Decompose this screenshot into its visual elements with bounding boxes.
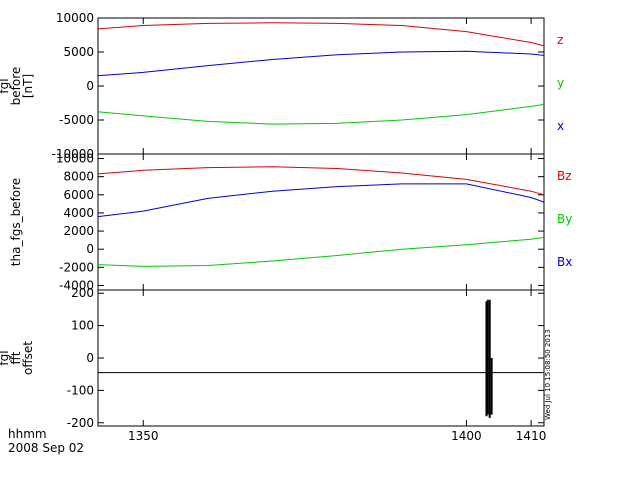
y-tick-label: -4000	[59, 278, 94, 292]
y-tick-label: -5000	[59, 113, 94, 127]
y-axis-label: tha_fgs_before	[9, 178, 23, 266]
y-tick-label: 2000	[63, 224, 94, 238]
panel-fgs-before: 10000 8000 6000 4000 2000 0 -2000 -4000 tha_fgs_…	[9, 152, 572, 293]
y-axis-label: fgl	[0, 350, 11, 365]
y-tick-label: 200	[71, 286, 94, 300]
legend-y: y	[557, 76, 564, 90]
series-line-By	[97, 236, 545, 267]
y-tick-label: 0	[86, 242, 94, 256]
y-axis-label: fgl	[0, 78, 11, 93]
legend-Bz: Bz	[557, 169, 572, 183]
series-line-y	[97, 103, 545, 125]
y-axis-label: offset	[21, 341, 35, 375]
series-line-z	[97, 22, 545, 47]
y-tick-label: 4000	[63, 206, 94, 220]
panel-frame	[97, 289, 545, 427]
y-tick-label: 10000	[56, 152, 94, 166]
y-tick-label: 5000	[63, 45, 94, 59]
y-tick-label: 10000	[56, 11, 94, 25]
x-axis-label-hhmm: hhmm	[8, 427, 47, 441]
y-tick-label: -2000	[59, 260, 94, 274]
time-axis: 1350 1400 1410	[128, 429, 546, 443]
y-tick-label: 6000	[63, 188, 94, 202]
legend-By: By	[557, 212, 572, 226]
y-tick-label: -100	[67, 383, 94, 397]
y-tick-label: 100	[71, 319, 94, 333]
y-tick-label: 8000	[63, 170, 94, 184]
y-tick-label: -10000	[51, 147, 94, 161]
timestamp: Wed Jul 10 15:08:50 2013	[544, 329, 552, 420]
panel-frame	[97, 17, 545, 155]
series-line-Bx	[97, 183, 545, 218]
x-tick-label: 1350	[128, 429, 159, 443]
x-tick-label: 1410	[516, 429, 547, 443]
x-axis-label-date: 2008 Sep 02	[8, 441, 84, 455]
series-line-x	[97, 50, 545, 77]
y-tick-label: -200	[67, 416, 94, 430]
y-axis-label: fft	[9, 351, 23, 364]
y-tick-label: 0	[86, 79, 94, 93]
panel-frame	[97, 153, 545, 291]
y-axis-label: [nT]	[21, 74, 35, 98]
legend-z: z	[557, 33, 563, 47]
y-axis-label: before	[9, 67, 23, 106]
x-tick-label: 1400	[451, 429, 482, 443]
legend-x: x	[557, 119, 564, 133]
legend-Bx: Bx	[557, 255, 572, 269]
y-tick-label: 0	[86, 351, 94, 365]
series-line-Bz	[97, 166, 545, 196]
